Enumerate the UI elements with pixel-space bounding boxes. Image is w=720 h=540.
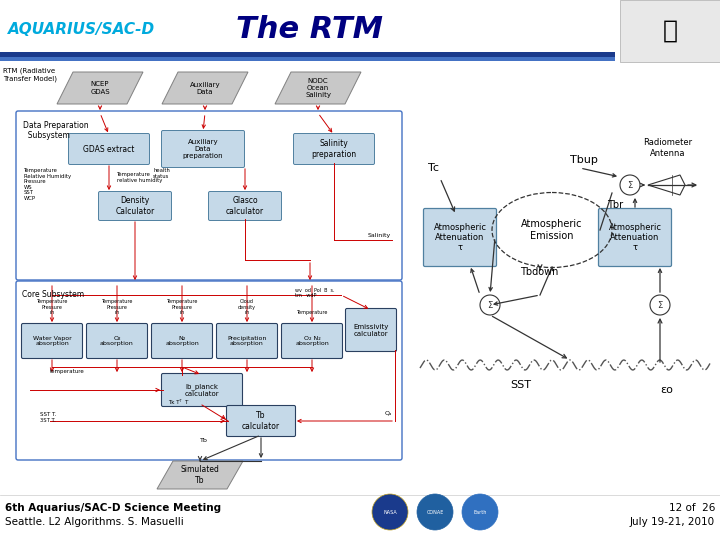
Text: Auxiliary
Data: Auxiliary Data [189,82,220,94]
Text: AQUARIUS/SAC-D: AQUARIUS/SAC-D [8,23,155,37]
Text: 3ST T.: 3ST T. [40,418,55,423]
Text: Tb: Tb [200,438,208,443]
Text: SST T.: SST T. [40,411,56,416]
Text: Temperature
Pressure
rh: Temperature Pressure rh [166,299,198,315]
Polygon shape [57,72,143,104]
Text: Earth: Earth [473,510,487,515]
Text: Cloud
density
rh: Cloud density rh [238,299,256,315]
Text: Tc: Tc [428,163,439,173]
Text: Ib_planck
calculator: Ib_planck calculator [185,383,220,397]
Text: Water Vapor
absorption: Water Vapor absorption [32,335,71,346]
Text: O₂
absorption: O₂ absorption [100,335,134,346]
Circle shape [417,494,453,530]
Text: Temperature
Relative Humidity
Pressure
WS
SST
WCP: Temperature Relative Humidity Pressure W… [24,168,71,201]
Text: NASA: NASA [383,510,397,515]
Bar [0,52,615,57]
Text: 12 of  26: 12 of 26 [669,503,715,513]
FancyBboxPatch shape [151,323,212,359]
Text: Qₐ: Qₐ [385,410,392,415]
Text: Salinity: Salinity [368,233,391,238]
Text: Core Subsystem: Core Subsystem [22,290,84,299]
Text: Atmospheric
Attenuation
τ: Atmospheric Attenuation τ [433,222,487,252]
Text: Σ: Σ [627,180,633,190]
Text: Data Preparation
  Subsystem: Data Preparation Subsystem [23,121,89,140]
Polygon shape [275,72,361,104]
FancyBboxPatch shape [161,374,243,407]
FancyBboxPatch shape [209,192,282,220]
Text: Temperature
Pressure
rh: Temperature Pressure rh [36,299,68,315]
Text: Temperature
Pressure
rh: Temperature Pressure rh [102,299,132,315]
FancyBboxPatch shape [227,406,295,436]
Text: Temperature
relative humidity: Temperature relative humidity [117,172,163,183]
FancyBboxPatch shape [282,323,343,359]
Text: GDAS extract: GDAS extract [84,145,135,153]
FancyBboxPatch shape [22,323,83,359]
Text: O₂ N₂
absorption: O₂ N₂ absorption [295,335,329,346]
Text: SST: SST [510,380,531,390]
Bar [620,0,720,62]
Text: wv  od  Pol  B  s.
tm   wdP: wv od Pol B s. tm wdP [295,288,335,299]
Circle shape [462,494,498,530]
Bar [0,57,615,61]
FancyBboxPatch shape [423,208,497,267]
Text: Atmospheric
Attenuation
τ: Atmospheric Attenuation τ [608,222,662,252]
Text: Tbr: Tbr [607,200,623,210]
Text: CONAE: CONAE [426,510,444,515]
Text: Σ: Σ [657,300,662,309]
Text: Atmospheric
Emission: Atmospheric Emission [521,219,582,241]
Text: εo: εo [660,385,673,395]
FancyBboxPatch shape [68,133,150,165]
Text: NCEP
GDAS: NCEP GDAS [90,82,110,94]
Text: Tbup: Tbup [570,155,598,165]
Text: N₂
absorption: N₂ absorption [165,335,199,346]
Text: Temperature: Temperature [297,310,328,315]
Text: temperature: temperature [50,369,85,375]
Text: Tbdown: Tbdown [520,267,559,277]
Text: The RTM: The RTM [236,16,384,44]
Text: Tb
calculator: Tb calculator [242,411,280,431]
FancyBboxPatch shape [294,133,374,165]
Text: Simulated
Tb: Simulated Tb [181,465,220,485]
Text: 🛰: 🛰 [662,19,678,43]
FancyBboxPatch shape [99,192,171,220]
Polygon shape [162,72,248,104]
Text: Density
Calculator: Density Calculator [115,197,155,215]
Text: Auxiliary
Data
preparation: Auxiliary Data preparation [183,139,223,159]
Text: Σ: Σ [487,300,492,309]
Text: Radiometer
Antenna: Radiometer Antenna [644,138,693,158]
Text: Seattle. L2 Algorithms. S. Masuelli: Seattle. L2 Algorithms. S. Masuelli [5,517,184,527]
Text: Salinity
preparation: Salinity preparation [312,139,356,159]
Text: Glasco
calculator: Glasco calculator [226,197,264,215]
FancyBboxPatch shape [86,323,148,359]
Text: NODC
Ocean
Salinity: NODC Ocean Salinity [305,78,331,98]
Text: RTM (Radiative
Transfer Model): RTM (Radiative Transfer Model) [3,68,57,82]
Polygon shape [648,175,685,195]
Text: health
status: health status [153,168,170,179]
FancyBboxPatch shape [598,208,672,267]
Polygon shape [157,461,243,489]
FancyBboxPatch shape [217,323,277,359]
Text: Precipitation
absorption: Precipitation absorption [228,335,266,346]
Text: Emissivity
calculator: Emissivity calculator [354,323,389,336]
Circle shape [372,494,408,530]
Text: 6th Aquarius/SAC-D Science Meeting: 6th Aquarius/SAC-D Science Meeting [5,503,221,513]
Text: July 19-21, 2010: July 19-21, 2010 [630,517,715,527]
FancyBboxPatch shape [161,131,245,167]
FancyBboxPatch shape [346,308,397,352]
Text: Tᴋ Tᵀ  T: Tᴋ Tᵀ T [168,401,189,406]
